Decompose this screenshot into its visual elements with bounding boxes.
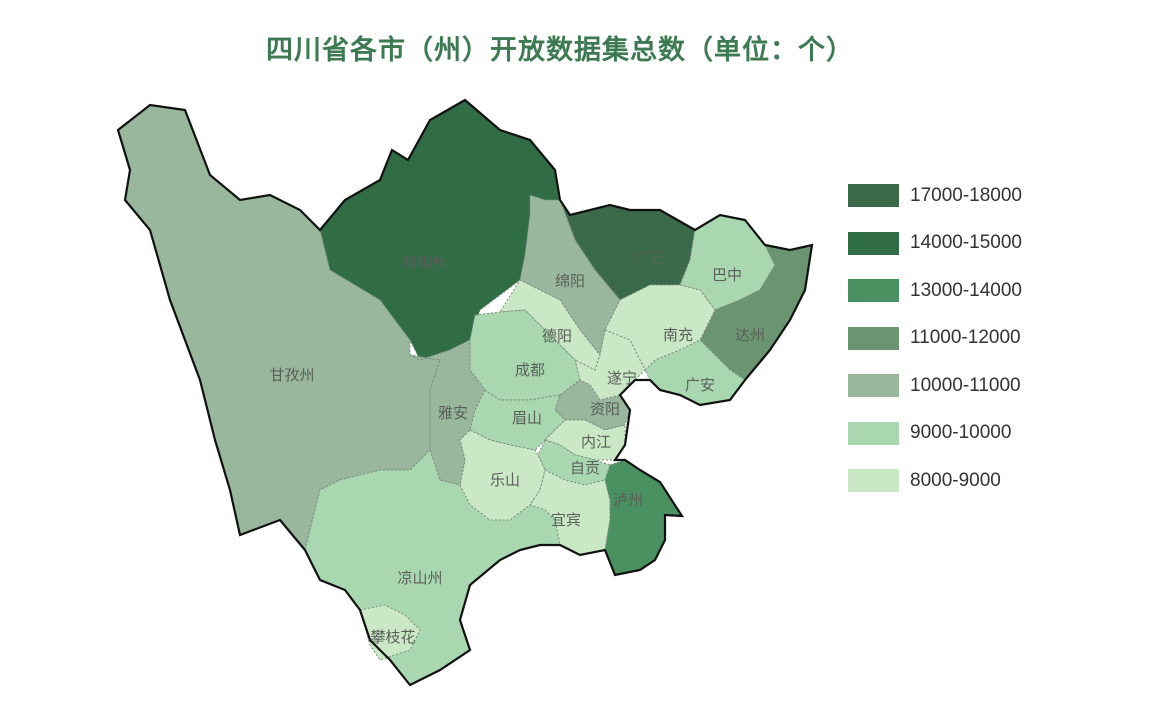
legend-item: 11000-12000 <box>848 315 1022 363</box>
region-14[interactable] <box>537 439 611 486</box>
legend-label: 14000-15000 <box>910 232 1022 254</box>
region-label: 广元 <box>635 249 665 267</box>
legend-item: 10000-11000 <box>848 362 1022 410</box>
region-label: 内江 <box>581 433 611 451</box>
legend-label: 17000-18000 <box>910 184 1022 206</box>
region-9[interactable] <box>644 339 746 406</box>
legend-label: 8000-9000 <box>910 469 1001 491</box>
legend: 17000-18000 14000-15000 13000-14000 1100… <box>848 172 1022 505</box>
legend-item: 17000-18000 <box>848 172 1022 220</box>
region-label: 达州 <box>735 326 765 344</box>
province-outline <box>116 98 814 687</box>
region-label: 宜宾 <box>551 511 581 529</box>
legend-swatch <box>848 184 899 208</box>
region-label: 甘孜州 <box>269 366 314 384</box>
region-label: 阿坝州 <box>402 254 447 272</box>
region-label: 资阳 <box>590 400 620 418</box>
region-label: 攀枝花 <box>370 628 415 646</box>
region-label: 巴中 <box>712 266 742 284</box>
legend-swatch <box>848 279 899 303</box>
region-18[interactable] <box>409 339 486 486</box>
legend-swatch <box>848 326 899 350</box>
legend-item: 13000-14000 <box>848 267 1022 315</box>
legend-label: 13000-14000 <box>910 279 1022 301</box>
legend-label: 11000-12000 <box>910 327 1021 349</box>
legend-swatch <box>848 421 899 445</box>
region-label: 南充 <box>663 326 693 344</box>
region-label: 德阳 <box>542 327 572 345</box>
region-16[interactable] <box>529 469 611 556</box>
region-label: 广安 <box>685 376 715 394</box>
legend-swatch <box>848 231 899 255</box>
region-label: 绵阳 <box>555 272 585 290</box>
map-title: 四川省各市（州）开放数据集总数（单位：个） <box>266 35 854 66</box>
legend-item: 8000-9000 <box>848 457 1022 505</box>
region-label: 眉山 <box>512 409 542 427</box>
region-label: 乐山 <box>490 471 520 489</box>
region-3[interactable] <box>519 194 621 357</box>
region-label: 成都 <box>515 361 545 379</box>
legend-swatch <box>848 469 899 493</box>
region-label: 凉山州 <box>397 569 442 587</box>
legend-item: 14000-15000 <box>848 220 1022 268</box>
region-17[interactable] <box>604 459 683 576</box>
legend-swatch <box>848 374 899 398</box>
legend-item: 9000-10000 <box>848 410 1022 458</box>
legend-label: 9000-10000 <box>910 422 1012 444</box>
region-label: 自贡 <box>570 459 600 477</box>
region-label: 泸州 <box>613 491 643 509</box>
region-label: 遂宁 <box>607 369 637 387</box>
legend-label: 10000-11000 <box>910 374 1021 396</box>
region-label: 雅安 <box>438 404 468 422</box>
